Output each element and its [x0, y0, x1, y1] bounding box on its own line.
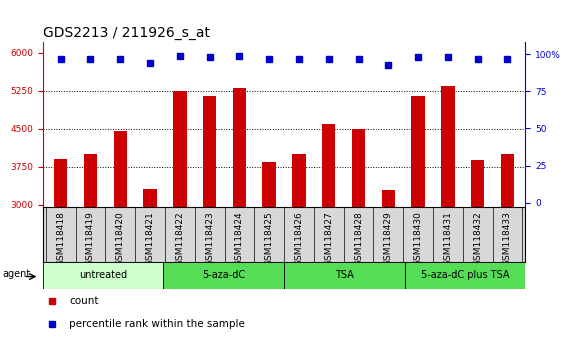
Text: count: count	[69, 296, 99, 307]
Text: GSM118424: GSM118424	[235, 211, 244, 266]
Bar	[203, 96, 216, 354]
Bar	[501, 154, 514, 354]
Text: GSM118427: GSM118427	[324, 211, 333, 266]
Bar	[441, 86, 455, 354]
Bar	[352, 129, 365, 354]
Bar	[163, 262, 284, 289]
Text: GSM118422: GSM118422	[175, 211, 184, 266]
Bar	[54, 159, 67, 354]
Bar	[471, 160, 484, 354]
Text: GSM118423: GSM118423	[205, 211, 214, 266]
Text: GSM118425: GSM118425	[265, 211, 274, 266]
Text: GDS2213 / 211926_s_at: GDS2213 / 211926_s_at	[43, 26, 210, 40]
Text: GSM118420: GSM118420	[116, 211, 124, 266]
Bar	[114, 131, 127, 354]
Text: GSM118429: GSM118429	[384, 211, 393, 266]
Bar	[143, 189, 157, 354]
Text: GSM118418: GSM118418	[56, 211, 65, 266]
Text: agent: agent	[2, 269, 30, 279]
Text: GSM118430: GSM118430	[413, 211, 423, 266]
Bar	[405, 262, 525, 289]
Bar	[263, 161, 276, 354]
Text: GSM118421: GSM118421	[146, 211, 155, 266]
Text: GSM118419: GSM118419	[86, 211, 95, 266]
Bar	[233, 88, 246, 354]
Text: 5-aza-dC plus TSA: 5-aza-dC plus TSA	[421, 270, 509, 280]
Text: percentile rank within the sample: percentile rank within the sample	[69, 319, 245, 330]
Text: untreated: untreated	[79, 270, 127, 280]
Bar	[292, 154, 305, 354]
Bar	[43, 262, 163, 289]
Text: TSA: TSA	[335, 270, 354, 280]
Bar	[84, 154, 97, 354]
Text: GSM118431: GSM118431	[444, 211, 452, 266]
Text: GSM118432: GSM118432	[473, 211, 482, 266]
Text: 5-aza-dC: 5-aza-dC	[202, 270, 246, 280]
Bar	[173, 91, 187, 354]
Bar	[411, 96, 425, 354]
Text: GSM118433: GSM118433	[503, 211, 512, 266]
Bar	[284, 262, 405, 289]
Bar	[381, 190, 395, 354]
Text: GSM118426: GSM118426	[295, 211, 303, 266]
Bar	[322, 124, 335, 354]
Text: GSM118428: GSM118428	[354, 211, 363, 266]
